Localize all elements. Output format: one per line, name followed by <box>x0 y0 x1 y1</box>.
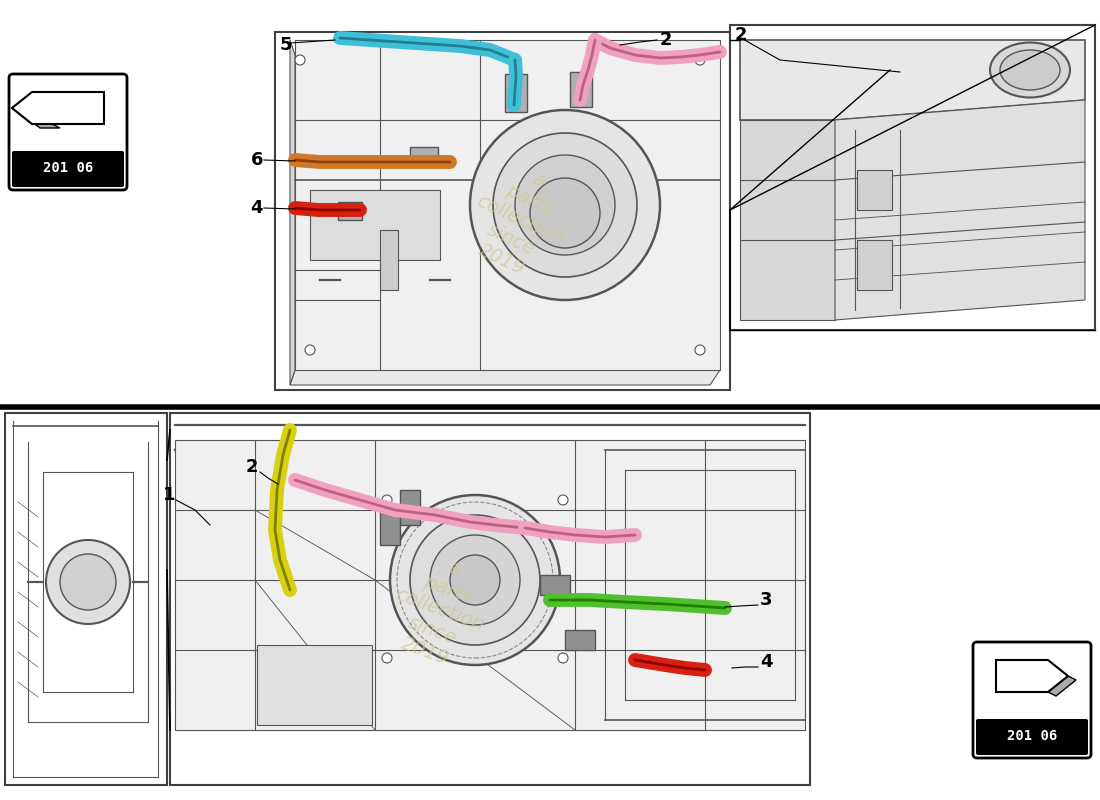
Text: 2: 2 <box>245 458 258 476</box>
Circle shape <box>60 554 116 610</box>
Circle shape <box>493 133 637 277</box>
Polygon shape <box>996 660 1068 692</box>
Polygon shape <box>835 100 1085 320</box>
Polygon shape <box>740 40 1085 120</box>
Bar <box>400 490 420 525</box>
Bar <box>310 190 440 260</box>
Circle shape <box>305 345 315 355</box>
Circle shape <box>558 653 568 663</box>
Bar <box>505 74 527 112</box>
Text: 201 06: 201 06 <box>1006 729 1057 743</box>
Text: a
parts
collection
since
2019: a parts collection since 2019 <box>455 152 585 288</box>
Circle shape <box>558 495 568 505</box>
Circle shape <box>695 55 705 65</box>
Bar <box>565 630 595 650</box>
Circle shape <box>530 178 600 248</box>
Circle shape <box>410 515 540 645</box>
Text: a
parts
collection
since
2019: a parts collection since 2019 <box>377 544 503 676</box>
Polygon shape <box>1048 676 1076 696</box>
Bar <box>730 25 1094 330</box>
FancyBboxPatch shape <box>976 719 1088 755</box>
FancyBboxPatch shape <box>12 151 124 187</box>
Bar <box>379 510 400 545</box>
Text: 201 06: 201 06 <box>43 161 94 175</box>
Bar <box>257 645 372 725</box>
Circle shape <box>46 540 130 624</box>
Circle shape <box>450 555 500 605</box>
Ellipse shape <box>1000 50 1060 90</box>
Polygon shape <box>295 40 720 370</box>
Bar <box>379 230 398 290</box>
Polygon shape <box>290 370 720 385</box>
Text: 4: 4 <box>760 653 772 671</box>
Bar <box>410 147 438 165</box>
Text: 6: 6 <box>251 151 263 169</box>
Text: 4: 4 <box>251 199 263 217</box>
FancyBboxPatch shape <box>974 642 1091 758</box>
Bar <box>6 413 167 785</box>
Text: 1: 1 <box>163 486 175 504</box>
Circle shape <box>470 110 660 300</box>
Circle shape <box>390 495 560 665</box>
Ellipse shape <box>990 42 1070 98</box>
Bar <box>857 170 892 210</box>
Bar <box>570 72 592 107</box>
Bar <box>275 32 730 390</box>
Circle shape <box>430 535 520 625</box>
Circle shape <box>295 55 305 65</box>
Circle shape <box>382 495 392 505</box>
Bar <box>338 202 362 220</box>
Circle shape <box>515 155 615 255</box>
Bar <box>170 413 810 785</box>
Polygon shape <box>175 440 805 730</box>
Text: 2: 2 <box>735 26 748 44</box>
Bar <box>857 240 892 290</box>
Polygon shape <box>290 40 295 385</box>
Polygon shape <box>12 108 60 128</box>
Text: 3: 3 <box>760 591 772 609</box>
Text: 5: 5 <box>280 36 293 54</box>
Bar <box>540 575 570 595</box>
Circle shape <box>382 653 392 663</box>
Circle shape <box>695 345 705 355</box>
Polygon shape <box>12 92 104 124</box>
Polygon shape <box>740 120 835 320</box>
FancyBboxPatch shape <box>9 74 127 190</box>
Text: 2: 2 <box>660 31 672 49</box>
